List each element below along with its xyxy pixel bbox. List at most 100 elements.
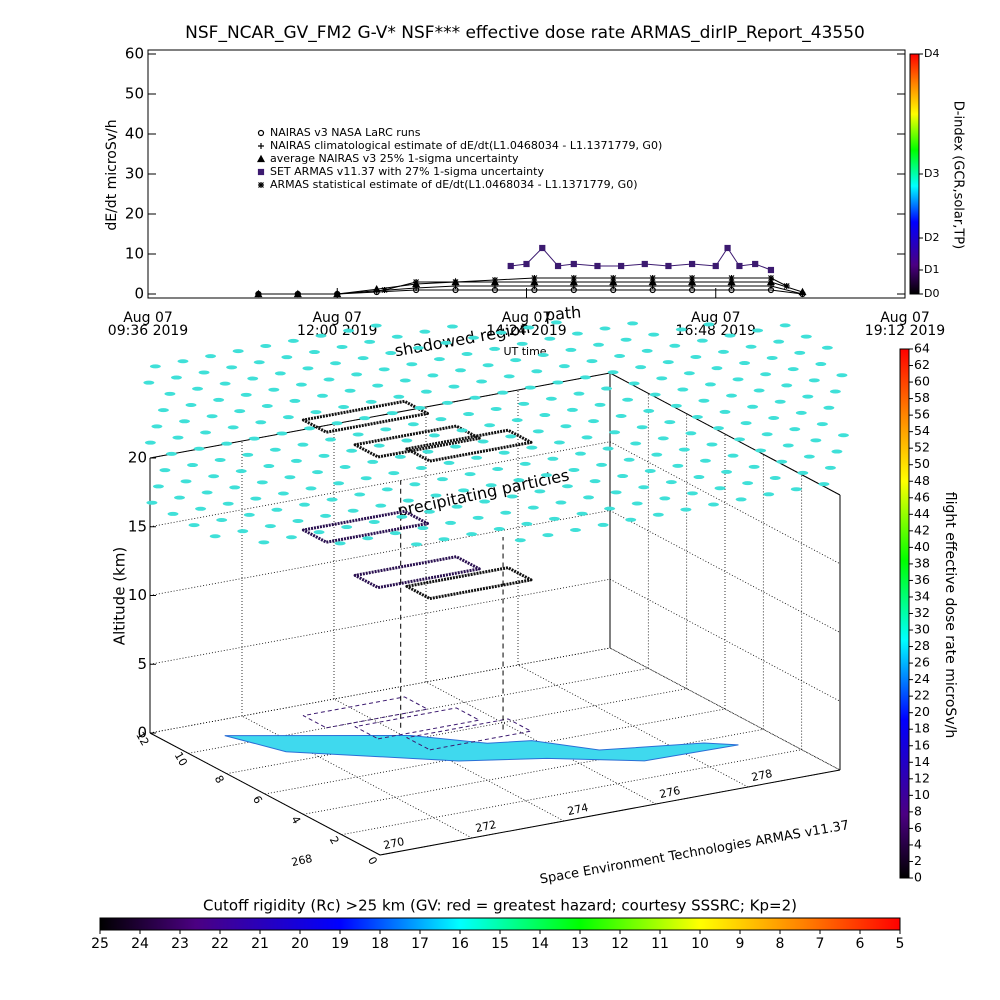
particle-marker xyxy=(526,445,538,450)
particle-marker xyxy=(686,491,698,496)
particle-marker xyxy=(648,332,660,337)
x-tick-label: 276 xyxy=(658,784,681,801)
particle-marker xyxy=(768,415,780,420)
colorbar-tick-label: 12 xyxy=(611,936,629,952)
colorbar-tick-label: 12 xyxy=(914,770,930,785)
particle-marker xyxy=(412,345,424,350)
particle-marker xyxy=(789,427,801,432)
particle-marker xyxy=(226,365,238,370)
particle-marker xyxy=(735,497,747,502)
legend-label: average NAIRAS v3 25% 1-sigma uncertaint… xyxy=(270,152,519,165)
colorbar-tick-label: 44 xyxy=(914,506,930,521)
particle-marker xyxy=(607,370,619,375)
particle-marker xyxy=(414,405,426,410)
marker xyxy=(254,289,263,298)
colorbar-tick-label: 34 xyxy=(914,588,930,603)
x-tick-label: 09:36 2019 xyxy=(108,323,188,339)
particle-marker xyxy=(149,364,161,369)
rigidity-colorbar xyxy=(99,917,901,931)
chart-title: NSF_NCAR_GV_FM2 G-V* NSF*** effective do… xyxy=(185,23,865,43)
particle-marker xyxy=(438,537,450,542)
colorbar-tick-label: 17 xyxy=(411,936,429,952)
particle-marker xyxy=(151,424,163,429)
x-tick-label: 270 xyxy=(382,835,405,852)
particle-marker xyxy=(305,486,317,491)
marker xyxy=(523,260,530,268)
particle-marker xyxy=(696,338,708,343)
particle-marker xyxy=(365,399,377,404)
marker xyxy=(554,262,562,270)
flight-track xyxy=(354,707,480,740)
particle-marker xyxy=(370,323,382,328)
particle-marker xyxy=(635,365,647,370)
particle-marker xyxy=(313,530,325,535)
particle-marker xyxy=(271,507,283,512)
particle-marker xyxy=(261,404,273,408)
particle-marker xyxy=(631,501,643,506)
particle-marker xyxy=(643,408,655,413)
particle-marker xyxy=(310,410,322,415)
colorbar-title: Cutoff rigidity (Rc) >25 km (GV: red = g… xyxy=(203,897,797,915)
particle-marker xyxy=(334,541,346,546)
y-tick-label: 10 xyxy=(172,750,190,769)
flight-track xyxy=(406,718,532,751)
particle-marker xyxy=(795,410,807,415)
particle-marker xyxy=(589,479,601,484)
particle-marker xyxy=(195,506,207,511)
particle-marker xyxy=(289,398,301,403)
particle-marker xyxy=(354,492,366,497)
flight-track xyxy=(353,555,481,590)
particle-marker xyxy=(677,387,689,392)
legend-label: ARMAS statistical estimate of dE/dt(L1.0… xyxy=(270,178,637,191)
colorbar-tick-label: 52 xyxy=(914,440,930,455)
particle-marker xyxy=(555,500,567,505)
particle-marker xyxy=(755,448,767,453)
particle-marker xyxy=(683,371,695,376)
particle-marker xyxy=(614,353,626,358)
particle-marker xyxy=(170,375,182,380)
particle-marker xyxy=(566,407,578,412)
particle-marker xyxy=(338,404,350,409)
particle-marker xyxy=(347,508,359,513)
particle-marker xyxy=(440,340,452,345)
particle-marker xyxy=(761,432,773,437)
colorbar-tick-label: 14 xyxy=(531,936,549,952)
marker xyxy=(610,275,617,281)
particle-marker xyxy=(409,482,421,487)
particle-marker xyxy=(264,524,276,529)
marker xyxy=(641,260,648,268)
particle-marker xyxy=(469,395,481,400)
particle-marker xyxy=(518,401,530,406)
particle-marker xyxy=(498,450,510,455)
particle-marker xyxy=(472,515,484,520)
marker xyxy=(381,287,388,293)
colorbar-tick-label: 5 xyxy=(896,936,905,952)
particle-marker xyxy=(542,533,554,538)
particle-marker xyxy=(221,441,233,446)
particle-marker xyxy=(393,394,405,399)
particle-marker xyxy=(485,483,497,488)
particle-marker xyxy=(458,488,470,493)
particle-marker xyxy=(747,404,759,409)
particle-marker xyxy=(583,495,595,500)
x-tick-label: 268 xyxy=(290,852,313,869)
particle-marker xyxy=(240,392,252,397)
y-tick-label: 60 xyxy=(125,45,144,63)
particle-marker xyxy=(351,372,363,377)
y-tick-label: 20 xyxy=(125,205,144,223)
particle-marker xyxy=(177,359,189,364)
particle-marker xyxy=(657,436,669,441)
particle-marker xyxy=(662,360,674,365)
particle-marker xyxy=(506,494,518,499)
particle-marker xyxy=(172,435,184,440)
particle-marker xyxy=(492,466,504,471)
colorbar-tick-label: 58 xyxy=(914,390,930,405)
particle-marker xyxy=(497,390,509,395)
marker xyxy=(530,277,539,286)
colorbar-tick-label: 4 xyxy=(914,836,922,851)
particle-marker xyxy=(318,453,330,458)
particle-marker xyxy=(539,413,551,418)
particle-marker xyxy=(232,349,244,354)
x-tick-label: 278 xyxy=(750,767,773,784)
particle-marker xyxy=(766,355,778,360)
